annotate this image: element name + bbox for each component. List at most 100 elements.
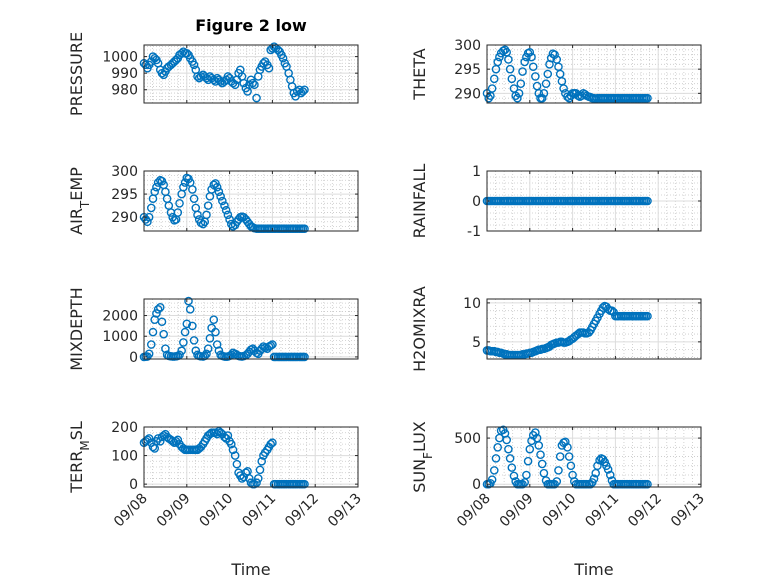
data-point [514,89,524,98]
data-point [531,72,540,81]
y-tick-label: 300 [454,38,481,54]
data-point [278,53,288,63]
data-point [300,224,309,233]
data-point [185,305,195,314]
y-tick-label: 0 [129,350,138,366]
y-axis-label: THETA [410,48,429,100]
data-point [564,452,574,461]
data-point [211,327,220,337]
data-point [255,465,265,475]
data-point [504,55,513,64]
data-point [223,431,233,440]
y-tick-label: 290 [454,86,481,102]
data-point [218,196,227,206]
data-point [152,309,161,318]
figure-title: Figure 2 low [195,16,307,35]
data-point [180,327,190,337]
y-tick-label: 300 [111,164,138,180]
data-point [487,475,497,484]
data-point [189,60,199,70]
subplot-6: 5 10 H2OMIXRA [410,286,702,372]
data-point [239,78,249,88]
data-point [250,479,259,489]
data-point [541,79,551,88]
data-point [520,57,529,67]
data-point [605,470,615,480]
data-point [598,303,608,312]
data-point [539,468,549,478]
y-axis-label: TERRMSL [67,421,92,494]
subplot-5: 0 1000 2000 MIXDEPTH [67,287,359,371]
data-point [543,69,553,79]
y-tick-label: 990 [111,66,138,82]
data-point [188,185,197,194]
data-point [184,296,193,306]
data-point [168,436,177,446]
data-point [232,459,242,469]
data-point [188,321,197,331]
data-point [505,454,515,463]
data-point [266,439,275,449]
data-point [561,437,570,447]
data-point [144,349,154,359]
data-point [220,201,229,210]
y-tick-label: 100 [111,449,138,465]
data-point [550,50,559,59]
data-point [189,336,199,345]
data-point [523,456,533,466]
data-point [527,52,536,62]
data-point [227,219,236,229]
data-point [153,305,163,314]
axes-box [486,44,702,104]
y-tick-label: 10 [463,296,481,312]
data-point [150,187,159,197]
data-point [264,63,274,73]
data-point [209,315,219,324]
data-point [173,435,183,445]
data-point [198,219,208,229]
data-point [298,87,308,96]
data-point [563,443,572,452]
data-point [227,439,236,449]
data-point [536,450,545,459]
data-point [595,455,604,465]
data-point [518,67,527,76]
data-point [257,456,267,466]
data-point [643,196,652,206]
data-point [531,428,540,437]
data-point [216,192,225,201]
y-tick-label: -1 [467,224,481,240]
y-axis-label: AIRTEMP [67,167,92,235]
data-point [489,466,499,475]
data-point [253,474,263,483]
data-point [202,349,211,359]
x-axis-label-right: Time [573,560,613,579]
data-point [489,74,499,84]
data-point [559,84,568,93]
data-point [502,435,511,445]
data-point [230,451,240,460]
data-point [189,194,199,203]
axes-box [143,44,359,104]
data-point [173,208,183,217]
data-point [522,470,531,480]
data-point [589,474,599,483]
data-point [157,317,167,327]
data-point [179,182,188,192]
data-point [504,444,513,454]
data-point [525,444,535,454]
axes-box [143,426,359,488]
data-point [252,93,261,103]
y-axis-label: H2OMIXRA [410,286,429,372]
data-point [179,338,188,347]
y-tick-label: 0 [129,477,138,493]
y-axis-label: SUNFLUX [410,421,435,493]
data-point [495,52,504,62]
y-axis-label: PRESSURE [67,32,86,116]
data-point [239,472,249,482]
data-point [643,479,652,489]
data-point [230,80,240,90]
data-point [223,210,233,220]
subplot-2: 290 295 300 THETA [410,38,702,104]
